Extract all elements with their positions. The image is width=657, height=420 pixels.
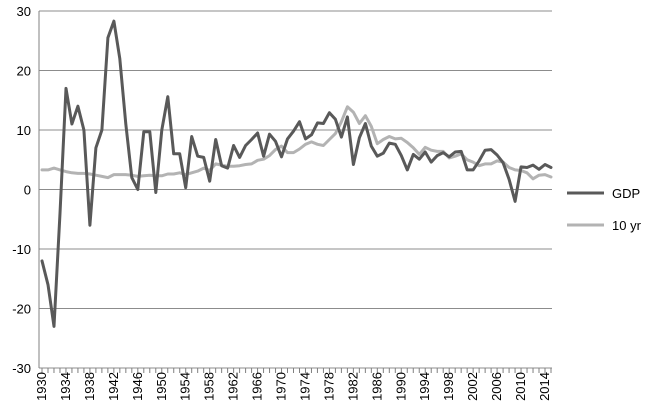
x-tick-label: 1942: [106, 372, 121, 401]
x-tick-label: 1978: [321, 372, 336, 401]
series-line-gdp: [40, 19, 553, 328]
x-tick-label: 1954: [178, 372, 193, 401]
series-lines: [40, 19, 553, 328]
x-tick-label: 2010: [513, 372, 528, 401]
x-tick-label: 1950: [154, 372, 169, 401]
x-tick-label: 1994: [417, 372, 432, 401]
x-tick-label: 1966: [250, 372, 265, 401]
x-tick-label: 2006: [489, 372, 504, 401]
x-tick-label: 1974: [297, 372, 312, 401]
axes: -30 -20 -10 0 10 20 30 1930 1934 1938 1942 1946 1950…: [12, 4, 552, 401]
x-tick-label: 1982: [345, 372, 360, 401]
y-tick-label: -10: [12, 242, 31, 257]
x-tick-label: 1958: [202, 372, 217, 401]
x-tick-label: 1962: [226, 372, 241, 401]
x-tick-label: 1938: [82, 372, 97, 401]
x-tick-label: 1998: [441, 372, 456, 401]
gridlines: [39, 10, 552, 369]
y-tick-label: 30: [17, 4, 31, 19]
y-tick-label: -30: [12, 361, 31, 376]
legend-label: GDP: [612, 186, 640, 201]
y-tick-label: 10: [17, 123, 31, 138]
x-tick-label: 2002: [465, 372, 480, 401]
x-tick-label: 1930: [34, 372, 49, 401]
x-tick-label: 1990: [393, 372, 408, 401]
y-tick-label: 20: [17, 64, 31, 79]
legend: GDP 10 yr: [567, 186, 642, 233]
legend-label: 10 yr: [612, 218, 642, 233]
x-tick-label: 1934: [58, 372, 73, 401]
x-tick-label: 2014: [537, 372, 552, 401]
y-tick-label: 0: [24, 183, 31, 198]
x-tick-label: 1970: [274, 372, 289, 401]
series-line-10-yr: [40, 105, 553, 181]
y-tick-label: -20: [12, 302, 31, 317]
x-tick-label: 1986: [369, 372, 384, 401]
x-tick-label: 1946: [130, 372, 145, 401]
